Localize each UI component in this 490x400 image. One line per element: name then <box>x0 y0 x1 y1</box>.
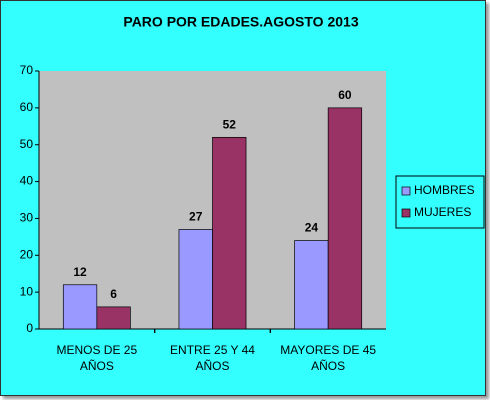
legend-label: MUJERES <box>414 205 471 219</box>
value-label: 6 <box>110 287 117 301</box>
x-tick-label: MAYORES DE 45 AÑOS <box>280 343 377 373</box>
bar <box>212 136 247 330</box>
bar <box>327 107 363 330</box>
legend-swatch <box>401 186 411 196</box>
value-label: 60 <box>338 88 352 102</box>
y-tick-label: 50 <box>20 137 34 151</box>
legend-label: HOMBRES <box>414 183 475 197</box>
bar <box>62 284 98 330</box>
bar <box>178 229 213 330</box>
y-tick-label: 40 <box>20 174 34 188</box>
legend-swatch <box>401 208 411 218</box>
value-label: 24 <box>305 221 319 235</box>
bar <box>294 240 329 330</box>
value-label: 12 <box>73 265 87 279</box>
y-tick-label: 20 <box>20 247 34 261</box>
y-tick-label: 10 <box>20 284 34 298</box>
y-tick-label: 70 <box>20 63 34 77</box>
legend <box>395 175 485 229</box>
value-label: 27 <box>189 210 203 224</box>
x-tick-label: MENOS DE 25 AÑOS <box>56 343 138 373</box>
y-tick-label: 30 <box>20 211 34 225</box>
x-tick-label: ENTRE 25 Y 44 AÑOS <box>170 343 255 373</box>
chart: PARO POR EDADES.AGOSTO 2013 0 10 20 30 40 50 6… <box>20 14 485 335</box>
value-label: 52 <box>223 118 237 132</box>
bar <box>96 306 131 330</box>
y-tick-label: 60 <box>20 100 34 114</box>
chart-title: PARO POR EDADES.AGOSTO 2013 <box>123 14 358 30</box>
y-tick-label: 0 <box>26 321 33 335</box>
